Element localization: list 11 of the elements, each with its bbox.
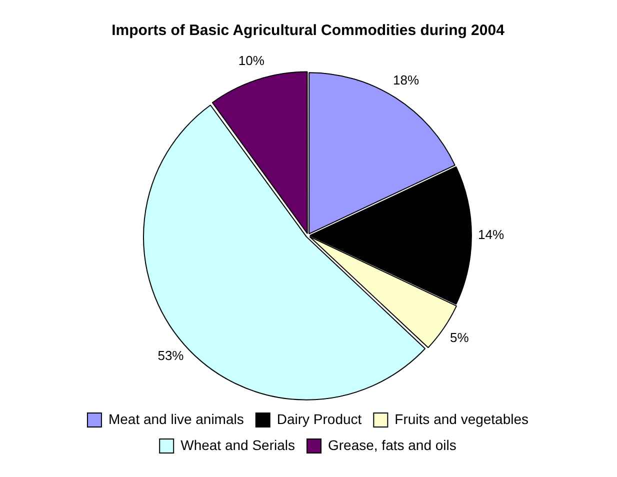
- data-label: 18%: [393, 72, 420, 88]
- data-label: 14%: [478, 227, 504, 242]
- data-label: 53%: [158, 348, 184, 364]
- legend-label: Wheat and Serials: [180, 436, 296, 453]
- data-label: 10%: [238, 53, 265, 68]
- legend-label: Dairy Product: [276, 410, 362, 427]
- data-label: 5%: [450, 330, 470, 345]
- legend-label: Grease, fats and oils: [328, 436, 456, 453]
- legend-label: Fruits and vegetables: [394, 410, 529, 427]
- chart-title: Imports of Basic Agricultural Commodities during 2004: [112, 22, 506, 40]
- legend-label: Meat and live animals: [108, 410, 244, 427]
